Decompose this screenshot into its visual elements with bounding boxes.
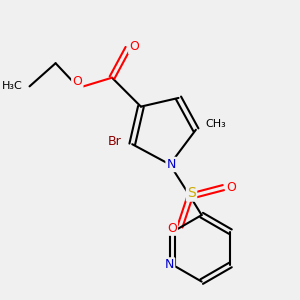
Text: S: S: [187, 186, 196, 200]
Text: O: O: [167, 222, 177, 235]
Text: O: O: [129, 40, 139, 53]
Text: Br: Br: [108, 135, 122, 148]
Text: O: O: [72, 75, 82, 88]
Text: H₃C: H₃C: [2, 81, 22, 92]
Text: N: N: [167, 158, 176, 171]
Text: N: N: [165, 259, 174, 272]
Text: O: O: [226, 181, 236, 194]
Text: CH₃: CH₃: [206, 119, 226, 129]
